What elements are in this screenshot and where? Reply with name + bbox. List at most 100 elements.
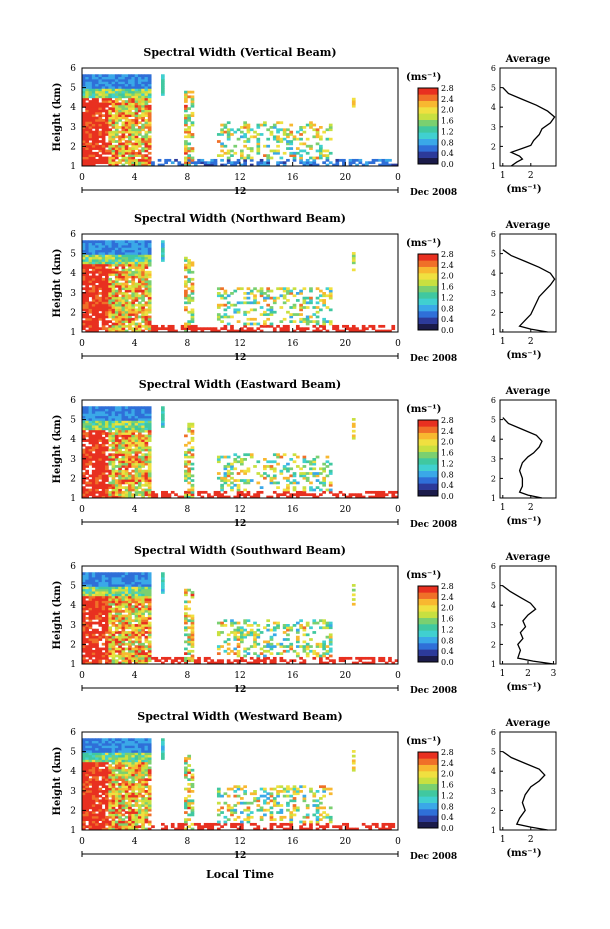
heatmap-cell: [88, 773, 93, 777]
heatmap-cell: [91, 266, 96, 269]
heatmap-cell: [111, 126, 116, 129]
heatmap-cell: [134, 140, 139, 143]
heatmap-cell: [259, 133, 264, 136]
heatmap-cell: [151, 163, 155, 167]
heatmap-cell: [111, 93, 116, 96]
heatmap-cell: [91, 308, 96, 312]
heatmap-cell: [91, 490, 96, 494]
heatmap-cell: [141, 490, 145, 494]
heatmap-cell: [108, 128, 113, 132]
heatmap-cell: [128, 107, 132, 110]
heatmap-cell: [88, 292, 93, 295]
heatmap-cell: [85, 140, 89, 143]
heatmap-cell: [82, 114, 86, 118]
heatmap-cell: [144, 100, 149, 103]
heatmap-cell: [137, 628, 142, 632]
heatmap-cell: [299, 317, 303, 321]
heatmap-cell: [299, 626, 303, 630]
heatmap-cell: [269, 652, 274, 655]
heatmap-cell: [246, 479, 251, 482]
heatmap-cell: [121, 306, 126, 309]
heatmap-cell: [85, 458, 89, 461]
heatmap-cell: [118, 74, 122, 78]
heatmap-cell: [233, 635, 238, 639]
heatmap-cell: [226, 659, 231, 663]
heatmap-cell: [243, 310, 247, 314]
heatmap-cell: [114, 616, 119, 620]
heatmap-cell: [108, 282, 113, 286]
heatmap-cell: [256, 661, 261, 665]
heatmap-cell: [124, 472, 129, 475]
heatmap-cell: [315, 142, 320, 146]
heatmap-cell: [91, 792, 96, 796]
heatmap-cell: [190, 616, 195, 620]
heatmap-cell: [289, 642, 294, 646]
heatmap-cell: [88, 605, 93, 608]
heatmap-cell: [144, 259, 149, 262]
heatmap-cell: [88, 609, 93, 613]
heatmap-cell: [302, 493, 307, 497]
heatmap-cell: [111, 465, 116, 468]
heatmap-cell: [147, 479, 152, 482]
heatmap-cell: [180, 495, 185, 499]
heatmap-cell: [144, 476, 149, 480]
heatmap-cell: [216, 661, 221, 665]
heatmap-cell: [85, 123, 89, 127]
heatmap-cell: [114, 126, 119, 129]
colorbar-swatch: [418, 323, 438, 331]
heatmap-cell: [128, 100, 132, 103]
heatmap-cell: [85, 488, 89, 492]
heatmap-cell: [243, 621, 247, 625]
heatmap-cell: [95, 766, 99, 770]
heatmap-cell: [131, 408, 136, 412]
heatmap-cell: [128, 441, 132, 445]
heatmap-cell: [82, 818, 86, 821]
heatmap-cell: [128, 74, 132, 78]
heatmap-cell: [128, 619, 132, 623]
heatmap-cell: [111, 270, 116, 274]
heatmap-cell: [147, 93, 152, 96]
heatmap-cell: [147, 308, 152, 312]
heatmap-cell: [101, 324, 106, 328]
heatmap-cell: [105, 600, 109, 604]
heatmap-cell: [82, 163, 86, 167]
heatmap-cell: [91, 593, 96, 597]
heatmap-cell: [134, 256, 139, 260]
heatmap-cell: [319, 661, 323, 665]
heatmap-cell: [137, 161, 142, 165]
heatmap-cell: [108, 418, 113, 421]
heatmap-cell: [263, 472, 267, 475]
heatmap-cell: [114, 144, 119, 148]
heatmap-cell: [128, 90, 132, 94]
heatmap-cell: [108, 427, 113, 431]
heatmap-cell: [95, 418, 99, 421]
heatmap-cell: [128, 638, 132, 641]
heatmap-cell: [226, 158, 231, 162]
heatmap-cell: [131, 322, 136, 326]
heatmap-cell: [325, 624, 330, 627]
heatmap-cell: [131, 244, 136, 248]
heatmap-cell: [269, 479, 274, 482]
heatmap-cell: [108, 448, 113, 452]
day-label: 12: [234, 685, 247, 695]
heatmap-cell: [118, 244, 122, 248]
heatmap-cell: [82, 579, 86, 583]
heatmap-cell: [134, 161, 139, 165]
heatmap-cell: [105, 661, 109, 665]
heatmap-cell: [82, 322, 86, 326]
heatmap-cell: [144, 142, 149, 146]
heatmap-cell: [95, 645, 99, 648]
heatmap-cell: [82, 161, 86, 165]
heatmap-cell: [342, 329, 346, 333]
heatmap-cell: [105, 420, 109, 424]
heatmap-cell: [236, 628, 241, 632]
heatmap-cell: [147, 247, 152, 251]
heatmap-cell: [118, 422, 122, 426]
heatmap-cell: [190, 635, 195, 639]
heatmap-cell: [147, 652, 152, 655]
heatmap-cell: [223, 130, 228, 134]
heatmap-cell: [141, 483, 145, 487]
heatmap-cell: [91, 799, 96, 803]
heatmap-cell: [128, 432, 132, 435]
heatmap-cell: [124, 455, 129, 459]
